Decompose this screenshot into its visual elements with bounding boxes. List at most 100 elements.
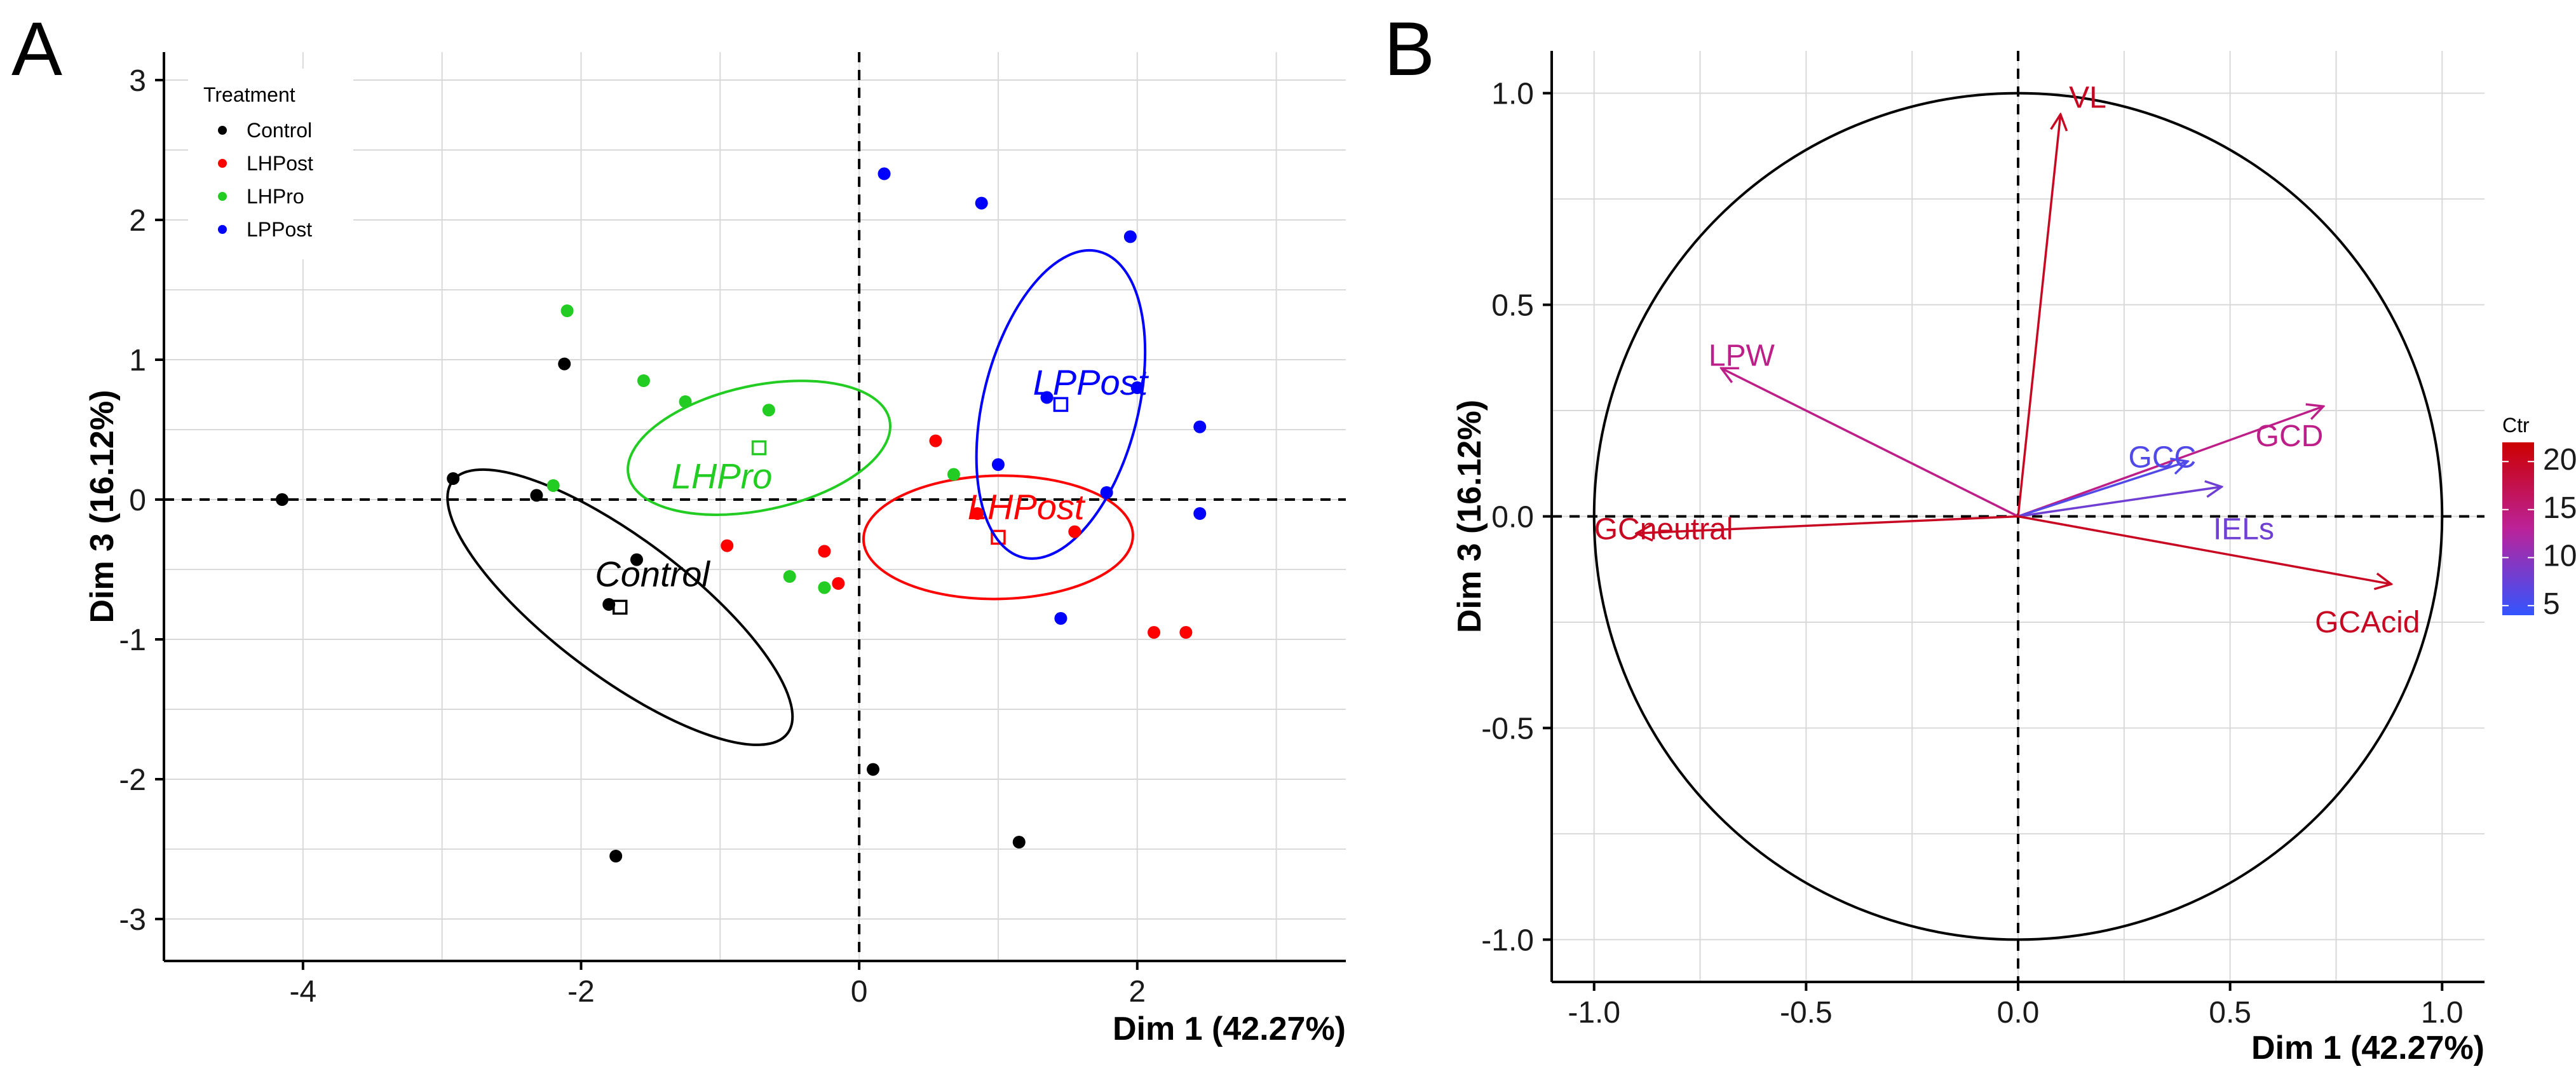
x-tick-label: 2 xyxy=(1129,975,1146,1009)
legend-label-lppost: LPPost xyxy=(247,218,312,241)
y-tick-label: -0.5 xyxy=(1481,712,1534,746)
data-point-lhpro xyxy=(783,570,796,583)
x-tick-label: 1.0 xyxy=(2421,996,2464,1030)
data-point-lhpost xyxy=(818,545,831,558)
correlation-circle xyxy=(1592,92,2444,941)
data-point-lhpost xyxy=(721,539,734,552)
x-tick-label: -1.0 xyxy=(1568,996,1620,1030)
centroid-control xyxy=(612,599,628,615)
data-point-lhpro xyxy=(560,304,574,317)
y-tick-label: -1 xyxy=(119,623,146,657)
y-tick-label: 0.0 xyxy=(1491,501,1534,535)
variable-arrow-gcc xyxy=(2017,461,2188,518)
data-point-lhpro xyxy=(947,468,960,481)
variable-arrow-iels xyxy=(2017,487,2221,518)
data-point-lppost xyxy=(878,167,891,180)
colorbar-tick-label: 10 xyxy=(2543,539,2576,573)
y-tick-label: 0.5 xyxy=(1491,289,1534,323)
confidence-ellipse-lppost xyxy=(975,249,1147,560)
legend-label-control: Control xyxy=(247,119,312,142)
data-point-lhpro xyxy=(637,374,650,387)
legend-box xyxy=(188,69,353,259)
colorbar xyxy=(2502,442,2534,615)
x-tick-label: -0.5 xyxy=(1780,996,1833,1030)
x-axis-title: Dim 1 (42.27%) xyxy=(2251,1030,2484,1066)
data-point-lhpro xyxy=(762,404,775,417)
x-tick-label: -2 xyxy=(567,975,595,1009)
data-point-lppost xyxy=(1130,381,1144,394)
ellipse-label-control: Control xyxy=(595,554,710,594)
data-point-lppost xyxy=(975,196,988,210)
data-point-lhpost xyxy=(1148,626,1161,639)
y-tick-label: 1 xyxy=(129,344,146,378)
y-tick-label: 1.0 xyxy=(1491,78,1534,111)
x-tick-label: 0.5 xyxy=(2209,996,2251,1030)
data-point-lppost xyxy=(1054,612,1068,625)
colorbar-tick-label: 20 xyxy=(2543,443,2576,477)
y-tick-label: 2 xyxy=(129,204,146,238)
legend-label-lhpost: LHPost xyxy=(247,152,313,175)
panel-b-letter: B xyxy=(1384,6,1435,92)
panel-a-letter: A xyxy=(11,6,62,92)
variable-arrow-gcneutral xyxy=(1636,515,2019,534)
ellipse-label-lhpost: LHPost xyxy=(968,487,1086,527)
data-point-control xyxy=(447,472,460,485)
x-tick-label: -4 xyxy=(289,975,316,1009)
variable-arrow-gcacid xyxy=(2017,515,2391,585)
y-axis-title: Dim 3 (16.12%) xyxy=(1451,400,1488,633)
data-point-lppost xyxy=(1100,486,1113,499)
data-point-lhpost xyxy=(971,507,984,520)
data-point-lppost xyxy=(991,458,1005,471)
y-tick-label: 3 xyxy=(129,64,146,98)
data-point-lhpro xyxy=(679,395,692,408)
panel-a-scatter: -4 -2 0 2 -3 -2 -1 0 1 2 3 Dim 1 (42.27%) Dim 3 (16.… xyxy=(84,52,1346,1047)
variable-label-gcc: GCC xyxy=(2128,440,2196,474)
data-point-control xyxy=(530,489,543,502)
y-tick-label: -1.0 xyxy=(1481,923,1534,957)
confidence-ellipse-lhpro xyxy=(627,379,891,516)
data-point-lhpost xyxy=(1068,525,1081,538)
data-point-lppost xyxy=(1193,507,1207,520)
data-point-control xyxy=(867,763,879,776)
confidence-ellipse-lhpost xyxy=(862,474,1134,601)
variable-label-gcneutral: GCneutral xyxy=(1594,512,1733,546)
variable-label-gcd: GCD xyxy=(2256,419,2324,453)
y-axis-title: Dim 3 (16.12%) xyxy=(84,390,121,623)
data-point-lppost xyxy=(1040,391,1054,404)
variable-arrow-vl xyxy=(2017,114,2061,517)
data-point-control xyxy=(609,850,623,862)
centroid-lhpro xyxy=(751,440,767,456)
y-tick-label: -2 xyxy=(119,763,146,797)
x-tick-label: 0 xyxy=(851,975,868,1009)
colorbar-tick-label: 15 xyxy=(2543,491,2576,525)
variable-label-lpw: LPW xyxy=(1709,339,1775,372)
legend-title: Treatment xyxy=(203,83,295,106)
data-point-lppost xyxy=(1193,420,1207,433)
legend: Treatment Control LHPost LHPro LPPost xyxy=(188,69,353,259)
data-point-control xyxy=(276,493,288,506)
data-point-control xyxy=(1012,836,1026,848)
legend-swatch-control xyxy=(218,126,227,135)
legend-swatch-lhpost xyxy=(218,159,227,168)
data-point-lhpro xyxy=(818,581,831,594)
legend-label-lhpro: LHPro xyxy=(247,185,304,208)
data-point-lhpost xyxy=(929,434,942,447)
data-point-lhpost xyxy=(832,577,845,590)
x-axis-title: Dim 1 (42.27%) xyxy=(1113,1011,1346,1047)
variable-label-gcacid: GCAcid xyxy=(2315,606,2420,639)
data-point-lppost xyxy=(1123,230,1137,243)
data-point-control xyxy=(558,357,571,371)
y-tick-label: 0 xyxy=(129,484,146,517)
colorbar-title: Ctr xyxy=(2502,414,2530,437)
data-point-control xyxy=(630,553,643,566)
colorbar-tick-label: 5 xyxy=(2543,587,2560,621)
data-point-lhpro xyxy=(546,479,560,492)
variable-label-iels: IELs xyxy=(2213,512,2274,546)
centroid-lppost xyxy=(1053,397,1069,412)
legend-swatch-lhpro xyxy=(218,192,227,201)
variable-label-vl: VL xyxy=(2069,81,2106,114)
variable-arrow-lpw xyxy=(1721,368,2019,518)
ellipse-label-lhpro: LHPro xyxy=(672,456,773,496)
